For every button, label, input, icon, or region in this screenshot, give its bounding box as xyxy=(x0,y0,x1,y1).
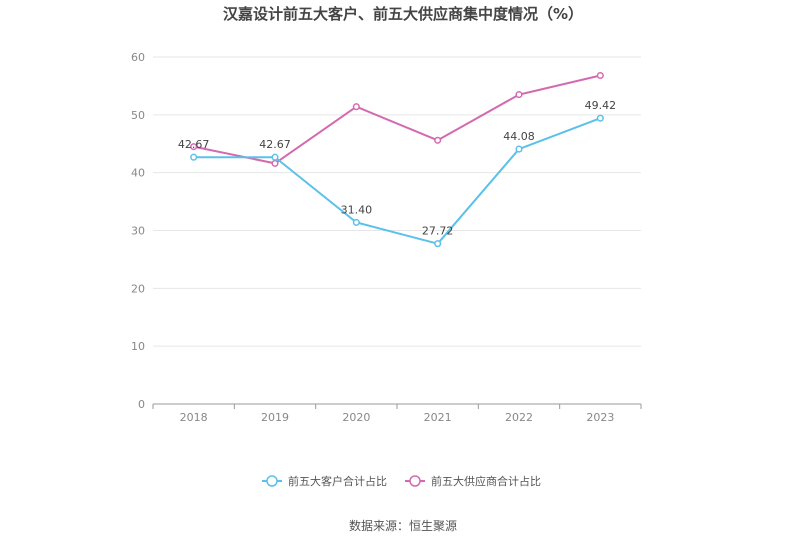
data-label: 49.42 xyxy=(585,99,617,112)
legend-item[interactable]: 前五大客户合计占比 xyxy=(262,474,387,488)
data-point xyxy=(190,143,198,151)
data-label: 42.67 xyxy=(178,138,210,151)
y-tick-label: 0 xyxy=(138,398,145,411)
data-label: 31.40 xyxy=(341,203,373,216)
chart-title: 汉嘉设计前五大客户、前五大供应商集中度情况（%） xyxy=(223,5,583,23)
y-axis: 0 10 20 30 40 50 60 xyxy=(131,51,145,411)
data-point xyxy=(515,145,523,153)
data-point xyxy=(271,159,279,167)
legend-label: 前五大供应商合计占比 xyxy=(431,474,541,488)
legend-marker xyxy=(409,475,421,487)
data-label: 42.67 xyxy=(259,138,291,151)
data-point xyxy=(190,153,198,161)
data-point xyxy=(515,91,523,99)
series-group: 42.67 42.67 31.40 27.72 44.08 49.42 xyxy=(178,71,617,248)
grid xyxy=(153,56,641,347)
data-point xyxy=(596,114,604,122)
legend-item[interactable]: 前五大供应商合计占比 xyxy=(405,474,541,488)
y-tick-label: 10 xyxy=(131,340,145,353)
y-tick-label: 60 xyxy=(131,51,145,64)
legend-label: 前五大客户合计占比 xyxy=(288,474,387,488)
data-point xyxy=(352,103,360,111)
x-tick-label: 2022 xyxy=(505,411,533,424)
x-tick-label: 2021 xyxy=(424,411,452,424)
source-note: 数据来源：恒生聚源 xyxy=(349,518,457,533)
y-tick-label: 20 xyxy=(131,282,145,295)
data-point xyxy=(352,218,360,226)
x-tick-label: 2023 xyxy=(586,411,614,424)
data-point xyxy=(271,153,279,161)
series-line xyxy=(193,117,601,245)
x-tick-label: 2018 xyxy=(180,411,208,424)
x-tick-label: 2019 xyxy=(261,411,289,424)
y-tick-label: 40 xyxy=(131,167,145,180)
x-tick-label: 2020 xyxy=(342,411,370,424)
legend-marker xyxy=(266,475,278,487)
x-axis: 2018 2019 2020 2021 2022 2023 xyxy=(152,403,642,424)
data-point xyxy=(434,240,442,248)
legend[interactable]: 前五大客户合计占比 前五大供应商合计占比 xyxy=(262,474,541,488)
series-line xyxy=(193,74,601,165)
data-label: 44.08 xyxy=(503,130,535,143)
y-tick-label: 30 xyxy=(131,225,145,238)
y-tick-label: 50 xyxy=(131,109,145,122)
data-label: 27.72 xyxy=(422,225,454,238)
data-point xyxy=(434,136,442,144)
data-point xyxy=(596,71,604,80)
